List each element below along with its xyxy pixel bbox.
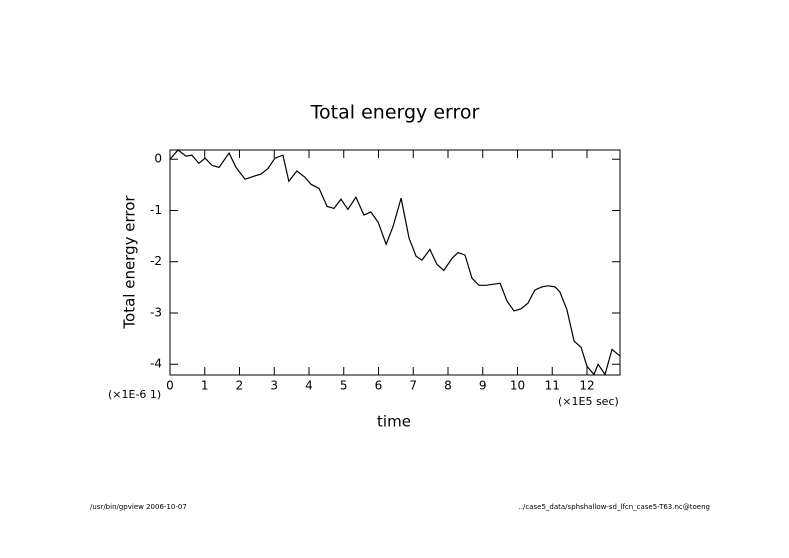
x-tick-label: 4: [305, 379, 313, 393]
y-tick-label: -2: [150, 254, 162, 268]
x-tick-label: 3: [270, 379, 278, 393]
plot-frame: [169, 149, 621, 376]
x-tick-label: 8: [444, 379, 452, 393]
x-tick-label: 5: [340, 379, 348, 393]
x-tick-label: 10: [510, 379, 525, 393]
y-tick-label: -1: [150, 203, 162, 217]
footer-right: ../case5_data/sphshallow-sd_lfcn_case5-T…: [519, 503, 710, 511]
chart-title: Total energy error: [310, 102, 480, 124]
x-tick-label: 9: [479, 379, 487, 393]
y-tick-label: 0: [154, 152, 162, 166]
y-axis-label: Total energy error: [121, 195, 139, 330]
x-tick-label: 2: [236, 379, 244, 393]
x-axis-label: time: [377, 413, 411, 431]
x-tick-label: 0: [166, 379, 174, 393]
data-line: [169, 149, 621, 376]
x-tick-label: 6: [375, 379, 383, 393]
x-tick-label: 12: [579, 379, 594, 393]
y-tick-label: -3: [150, 305, 162, 319]
x-tick-label: 7: [409, 379, 417, 393]
x-scale-label: (×1E5 sec): [558, 395, 619, 408]
footer-left: /usr/bin/gpview 2006-10-07: [90, 503, 187, 511]
y-tick-label: -4: [150, 357, 162, 371]
y-scale-label: (×1E-6 1): [108, 388, 161, 401]
x-tick-label: 1: [201, 379, 209, 393]
x-tick-label: 11: [545, 379, 560, 393]
